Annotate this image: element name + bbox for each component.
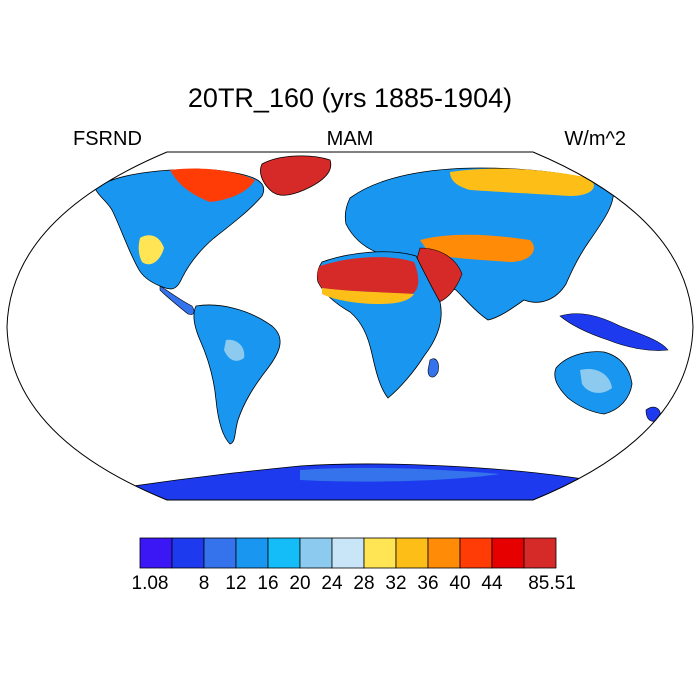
canada-hot-region (170, 168, 255, 202)
central-asia-hot-region (420, 234, 534, 262)
colorbar-swatch (267, 537, 301, 569)
central-america-region (159, 285, 195, 315)
maritime-continent-region (559, 313, 669, 351)
colorbar-swatch (203, 537, 237, 569)
south-america-light-region (224, 339, 245, 361)
south-america-region (193, 304, 281, 445)
sahara-hot-region (317, 257, 419, 294)
us-dry-region (138, 235, 164, 265)
colorbar-swatch (523, 537, 557, 569)
variable-label: FSRND (73, 128, 142, 150)
season-label: MAM (326, 128, 374, 150)
colorbar-swatch (331, 537, 365, 569)
colorbar-swatch (235, 537, 269, 569)
sahel-region (322, 288, 414, 304)
colorbar-swatch (171, 537, 205, 569)
colorbar-swatch (139, 537, 173, 569)
australia-light-region (580, 368, 612, 393)
colorbar-swatch (299, 537, 333, 569)
antarctica-coast-region (300, 467, 500, 482)
colorbar-swatch (459, 537, 493, 569)
greenland-region (260, 155, 332, 196)
madagascar-region (427, 358, 439, 378)
colorbar-swatch (363, 537, 397, 569)
map-title: 20TR_160 (yrs 1885-1904) (187, 83, 513, 113)
projection-outline (6, 151, 694, 501)
units-label: W/m^2 (564, 128, 626, 150)
colorbar-swatch (395, 537, 429, 569)
colorbar-swatch (491, 537, 525, 569)
colorbar-swatch (427, 537, 461, 569)
land-field (94, 155, 669, 500)
siberia-hot-region (450, 168, 594, 196)
